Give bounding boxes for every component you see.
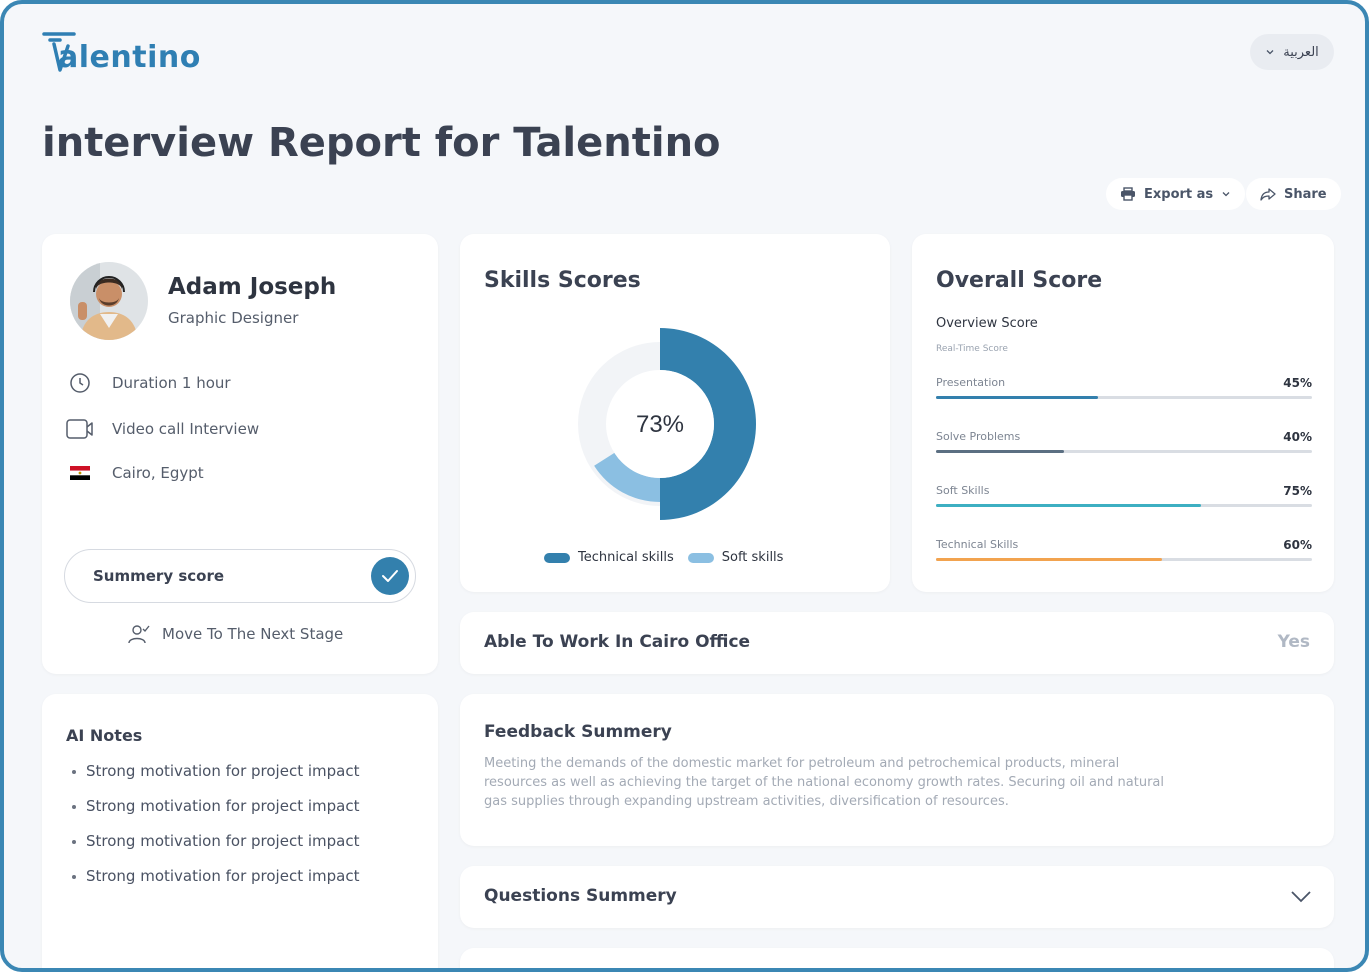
metric-presentation: Presentation 45% [936, 376, 1312, 399]
overall-score-card: Overall Score Overview Score Real-Time S… [912, 234, 1334, 592]
move-next-stage-button[interactable]: Move To The Next Stage [128, 624, 343, 644]
duration-text: Duration 1 hour [112, 374, 231, 392]
call-type-row: Video call Interview [66, 418, 259, 440]
metric-progress-fill [936, 450, 1064, 453]
overview-subtitle: Overview Score [936, 316, 1038, 331]
location-text: Cairo, Egypt [112, 464, 204, 482]
chevron-down-icon [1222, 192, 1230, 197]
legend-soft: Soft skills [687, 550, 784, 565]
duration-row: Duration 1 hour [66, 372, 231, 394]
check-icon[interactable] [371, 557, 409, 595]
list-item: Strong motivation for project impact [72, 867, 359, 902]
video-camera-icon [66, 419, 93, 439]
metric-progress-track [936, 396, 1312, 399]
avatar [70, 262, 148, 340]
metric-solve-problems: Solve Problems 40% [936, 430, 1312, 453]
metric-value: 45% [1283, 376, 1312, 390]
questions-summary-accordion[interactable]: Questions Summery [460, 866, 1334, 928]
donut-slice-soft-skills [594, 452, 660, 502]
metric-value: 75% [1283, 484, 1312, 498]
export-button[interactable]: Export as [1106, 178, 1246, 210]
talentino-logo[interactable]: alentino [40, 28, 210, 78]
list-item: Strong motivation for project impact [72, 762, 359, 797]
legend-swatch-technical [544, 552, 570, 563]
next-section-card [460, 948, 1334, 968]
metric-label: Soft Skills [936, 484, 990, 497]
questions-title: Questions Summery [484, 886, 677, 906]
metric-progress-fill [936, 558, 1162, 561]
summery-score-label: Summery score [93, 567, 225, 585]
feedback-text: Meeting the demands of the domestic mark… [484, 756, 1164, 809]
metric-progress-track [936, 558, 1312, 561]
logo-text: alentino [58, 40, 201, 75]
candidate-card: Adam Joseph Graphic Designer Duration 1 … [42, 234, 438, 674]
logo-mark-icon [42, 32, 76, 72]
donut-slice-technical-skills [660, 328, 756, 520]
metric-progress-track [936, 504, 1312, 507]
language-label: العربية [1283, 44, 1319, 60]
share-icon [1260, 188, 1276, 201]
page-title: interview Report for Talentino [42, 120, 721, 166]
metric-label: Technical Skills [936, 538, 1019, 551]
overall-title: Overall Score [936, 268, 1103, 293]
language-selector[interactable]: العربية [1250, 34, 1334, 70]
legend-label-technical: Technical skills [578, 550, 674, 565]
list-item: Strong motivation for project impact [72, 797, 359, 832]
metric-soft-skills: Soft Skills 75% [936, 484, 1312, 507]
legend-swatch-soft [687, 552, 714, 563]
metric-progress-track [936, 450, 1312, 453]
skills-scores-card: Skills Scores 73% Technical skills Soft … [460, 234, 890, 592]
candidate-role: Graphic Designer [168, 309, 299, 327]
office-row: Able To Work In Cairo Office Yes [460, 612, 1334, 674]
egypt-flag-icon [70, 466, 90, 480]
skills-title: Skills Scores [484, 268, 641, 293]
chevron-down-icon [1266, 50, 1274, 55]
summery-score-toggle[interactable]: Summery score [64, 549, 416, 603]
metric-label: Presentation [936, 376, 1006, 389]
location-row: Cairo, Egypt [66, 464, 204, 482]
candidate-photo [70, 262, 148, 340]
chevron-down-icon[interactable] [1290, 890, 1312, 904]
legend-technical: Technical skills [544, 550, 674, 565]
legend-label-soft: Soft skills [721, 550, 784, 565]
donut-hole [606, 370, 714, 478]
next-stage-label: Move To The Next Stage [162, 625, 344, 643]
skills-legend: Technical skills Soft skills [544, 550, 783, 565]
metric-progress-fill [936, 504, 1202, 507]
metric-value: 60% [1283, 538, 1312, 552]
metric-label: Solve Problems [936, 430, 1021, 443]
list-item: Strong motivation for project impact [72, 832, 359, 867]
feedback-title: Feedback Summery [484, 722, 672, 742]
ai-notes-list: Strong motivation for project impact Str… [72, 762, 359, 902]
skills-donut-chart: 73% [578, 328, 756, 520]
ai-notes-title: AI Notes [66, 726, 143, 745]
feedback-card: Feedback Summery Meeting the demands of … [460, 694, 1334, 846]
donut-center-label: 73% [636, 411, 684, 438]
printer-icon [1121, 187, 1135, 201]
metric-value: 40% [1283, 430, 1312, 444]
share-label: Share [1284, 186, 1327, 202]
share-button[interactable]: Share [1246, 178, 1341, 210]
ai-notes-card: AI Notes Strong motivation for project i… [42, 694, 438, 968]
office-answer: Yes [1277, 632, 1310, 652]
candidate-name: Adam Joseph [168, 274, 337, 300]
metric-progress-fill [936, 396, 1098, 399]
office-question: Able To Work In Cairo Office [484, 632, 751, 652]
export-label: Export as [1144, 186, 1214, 202]
metric-technical-skills: Technical Skills 60% [936, 538, 1312, 561]
user-check-icon [128, 625, 150, 644]
call-type-text: Video call Interview [112, 420, 260, 438]
realtime-caption: Real-Time Score [936, 344, 1008, 354]
clock-icon [70, 373, 90, 393]
